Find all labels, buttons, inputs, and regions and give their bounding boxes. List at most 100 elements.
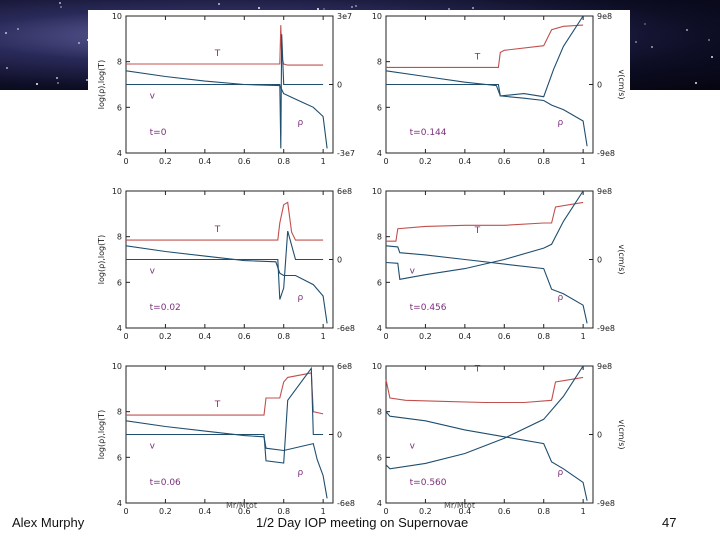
star-dot bbox=[57, 81, 60, 84]
y-tick-label-left: 6 bbox=[117, 278, 122, 287]
y-tick-label-left: 8 bbox=[117, 408, 122, 417]
x-tick-label: 0 bbox=[123, 157, 128, 166]
x-tick-label: 0 bbox=[383, 157, 388, 166]
y-tick-label-right: -9e8 bbox=[597, 324, 615, 333]
x-tick-label: 0.6 bbox=[238, 157, 251, 166]
x-tick-label: 0.4 bbox=[458, 507, 471, 516]
x-tick-label: 0.4 bbox=[198, 157, 211, 166]
x-tick-label: 0.8 bbox=[277, 332, 290, 341]
y-tick-label-left: 8 bbox=[377, 233, 382, 242]
density-line bbox=[385, 70, 588, 147]
star-dot bbox=[56, 77, 59, 80]
label-T: T bbox=[474, 52, 481, 62]
label-rho: ρ bbox=[298, 468, 304, 478]
y-axis-label-right: v(cm/s) bbox=[617, 419, 626, 449]
density-line bbox=[385, 411, 588, 501]
star-dot bbox=[707, 39, 710, 42]
density-line bbox=[385, 245, 588, 324]
velocity-line bbox=[385, 190, 584, 280]
x-tick-label: 0 bbox=[123, 507, 128, 516]
x-tick-label: 0.4 bbox=[458, 332, 471, 341]
star-dot bbox=[354, 4, 357, 7]
star-dot bbox=[17, 28, 20, 31]
star-dot bbox=[78, 42, 81, 45]
time-label: t=0 bbox=[150, 128, 167, 138]
velocity-line bbox=[385, 365, 584, 470]
panel-t0-06: 0 0.2 0.4 0.6 0.8 1 4 6 8 10 -6e8 0 6e8 log(ρ),log(T)… bbox=[97, 362, 355, 516]
x-tick-label: 1 bbox=[321, 507, 326, 516]
label-v: v bbox=[410, 442, 416, 452]
label-T: T bbox=[474, 226, 481, 236]
x-tick-label: 1 bbox=[581, 507, 586, 516]
y-tick-label-right: 9e8 bbox=[597, 12, 612, 21]
star-dot bbox=[58, 1, 61, 4]
y-tick-label-right: -9e8 bbox=[597, 149, 615, 158]
y-tick-label-left: 6 bbox=[377, 103, 382, 112]
x-tick-label: 0.8 bbox=[537, 507, 550, 516]
y-tick-label-left: 8 bbox=[117, 58, 122, 67]
x-tick-label: 0.2 bbox=[419, 507, 432, 516]
x-tick-label: 0.4 bbox=[458, 157, 471, 166]
x-axis-label-right: Mr/Mtot bbox=[444, 501, 475, 510]
y-tick-label-right: 6e8 bbox=[337, 187, 352, 196]
y-tick-label-right: -6e8 bbox=[337, 499, 355, 508]
y-tick-label-right: 0 bbox=[337, 81, 342, 90]
x-tick-label: 0.8 bbox=[537, 332, 550, 341]
label-rho: ρ bbox=[558, 468, 564, 478]
star-dot bbox=[643, 23, 646, 26]
y-tick-label-right: 0 bbox=[597, 431, 602, 440]
time-label: t=0.456 bbox=[410, 303, 447, 313]
y-tick-label-right: 0 bbox=[597, 256, 602, 265]
panel-t0-560: 0 0.2 0.4 0.6 0.8 1 4 6 8 10 -9e8 0 9e8 v(cm/s) Tv ρ t=0… bbox=[372, 362, 626, 516]
x-tick-label: 0.2 bbox=[159, 157, 172, 166]
y-tick-label-left: 6 bbox=[377, 278, 382, 287]
velocity-line bbox=[126, 34, 324, 149]
y-tick-label-left: 10 bbox=[372, 362, 382, 371]
x-tick-label: 1 bbox=[581, 157, 586, 166]
density-line bbox=[125, 70, 328, 149]
star-dot bbox=[472, 6, 475, 9]
time-label: t=0.06 bbox=[150, 478, 181, 488]
star-dot bbox=[258, 6, 261, 9]
x-tick-label: 0.6 bbox=[498, 157, 511, 166]
y-axis-label-left: log(ρ),log(T) bbox=[97, 410, 106, 459]
x-tick-label: 1 bbox=[321, 157, 326, 166]
panel-t0-02: 0 0.2 0.4 0.6 0.8 1 4 6 8 10 -6e8 0 6e8 log(ρ),log(T)… bbox=[97, 187, 355, 341]
density-line bbox=[125, 245, 328, 324]
label-T: T bbox=[214, 49, 221, 59]
panel-t0-456: 0 0.2 0.4 0.6 0.8 1 4 6 8 10 -9e8 0 9e8 v(cm/s) Tv ρ t=0… bbox=[372, 187, 626, 341]
label-rho: ρ bbox=[558, 293, 564, 303]
y-tick-label-left: 6 bbox=[117, 453, 122, 462]
temperature-line bbox=[386, 24, 584, 68]
x-tick-label: 0.2 bbox=[419, 332, 432, 341]
y-tick-label-right: -3e7 bbox=[337, 149, 355, 158]
temperature-line bbox=[386, 201, 584, 242]
x-tick-label: 0.6 bbox=[238, 332, 251, 341]
star-dot bbox=[350, 5, 353, 8]
x-tick-label: 0.8 bbox=[537, 157, 550, 166]
y-tick-label-right: 6e8 bbox=[337, 362, 352, 371]
star-dot bbox=[218, 2, 221, 5]
label-rho: ρ bbox=[558, 118, 564, 128]
x-tick-label: 0 bbox=[123, 332, 128, 341]
x-tick-label: 0.6 bbox=[498, 507, 511, 516]
x-axis-label-left: Mr/Mtot bbox=[226, 501, 257, 510]
panel-t0: 0 0.2 0.4 0.6 0.8 1 4 6 8 10 -3e7 0 3e7 log(ρ),log(T)… bbox=[97, 12, 355, 166]
x-tick-label: 1 bbox=[321, 332, 326, 341]
star-dot bbox=[59, 6, 62, 9]
time-label: t=0.560 bbox=[410, 478, 447, 488]
y-tick-label-left: 4 bbox=[377, 149, 382, 158]
y-tick-label-left: 10 bbox=[372, 12, 382, 21]
x-tick-label: 0 bbox=[383, 332, 388, 341]
star-dot bbox=[685, 28, 688, 31]
x-tick-label: 0.8 bbox=[277, 157, 290, 166]
y-tick-label-right: 0 bbox=[337, 431, 342, 440]
star-dot bbox=[316, 7, 319, 10]
velocity-line bbox=[386, 15, 584, 98]
x-tick-label: 0.6 bbox=[498, 332, 511, 341]
x-tick-label: 1 bbox=[581, 332, 586, 341]
figure-canvas: 0 0.2 0.4 0.6 0.8 146810-3e703e7log(ρ),log(T)… bbox=[97, 12, 626, 516]
x-tick-label: 0.4 bbox=[198, 332, 211, 341]
temperature-line bbox=[385, 376, 584, 404]
